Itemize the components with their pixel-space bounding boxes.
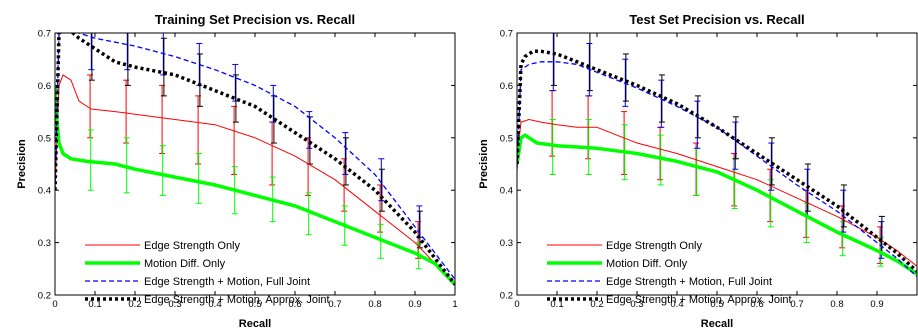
x-tick-label: 0.6 [750,299,763,310]
x-axis-label: Recall [239,318,271,330]
x-tick-label: 0.2 [590,299,603,310]
y-tick-label: 0.6 [500,81,513,92]
y-axis-label: Precision [16,139,28,189]
y-tick-label: 0.7 [38,29,51,40]
x-tick-label: 0.5 [248,299,261,310]
x-tick-label: 0.2 [128,299,141,310]
x-tick-label: 0.9 [870,299,883,310]
y-tick-label: 0.4 [500,186,513,197]
x-tick-label: 1 [452,299,457,310]
x-tick-label: 0.8 [368,299,381,310]
chart-title: Test Set Precision vs. Recall [629,12,804,27]
x-tick-label: 0.6 [288,299,301,310]
y-tick-label: 0.3 [38,238,51,249]
legend-label: Edge Strength Only [606,240,703,252]
legend: Edge Strength Only Motion Diff. Only Edge … [547,240,792,306]
legend: Edge Strength Only Motion Diff. Only Edge … [85,240,330,306]
series-line-1 [517,133,917,276]
y-tick-label: 0.7 [500,29,513,40]
x-axis-label: Recall [701,318,733,330]
series-line-3 [55,33,455,286]
legend-label: Edge Strength Only [144,240,241,252]
x-tick-label: 0.4 [208,299,221,310]
series-line-0 [517,119,917,267]
legend-label: Edge Strength + Motion, Approx. Joint [144,294,330,306]
chart-title: Training Set Precision vs. Recall [155,12,355,27]
legend-label: Motion Diff. Only [606,258,688,270]
legend-label: Edge Strength + Motion, Full Joint [606,276,772,288]
x-tick-label: 0.4 [670,299,683,310]
chart-panel-1: Test Set Precision vs. Recall Recall Preci… [478,12,918,330]
x-tick-label: 0 [514,299,519,310]
x-tick-label: 0 [52,299,57,310]
legend-label: Edge Strength + Motion, Full Joint [144,276,310,288]
chart-panel-0: Training Set Precision vs. Recall Recall P… [16,12,458,330]
legend-label: Motion Diff. Only [144,258,226,270]
x-tick-label: 0.7 [790,299,803,310]
series-line-2 [517,61,917,278]
x-tick-label: 0.1 [550,299,563,310]
x-tick-label: 0.7 [328,299,341,310]
x-tick-label: 0.9 [408,299,421,310]
series-line-3 [517,49,917,273]
y-tick-label: 0.5 [38,133,51,144]
y-tick-label: 0.2 [38,291,51,302]
y-tick-label: 0.6 [38,81,51,92]
y-axis-label: Precision [478,139,490,189]
y-tick-label: 0.4 [38,186,51,197]
x-tick-label: 0.8 [830,299,843,310]
legend-label: Edge Strength + Motion, Approx. Joint [606,294,792,306]
plot-area [55,33,455,286]
series-line-0 [55,74,455,285]
series-line-1 [55,85,455,286]
x-tick-label: 0.1 [88,299,101,310]
y-tick-label: 0.3 [500,238,513,249]
y-tick-label: 0.2 [500,291,513,302]
axes-box [516,32,918,296]
axes-box [54,32,456,296]
y-tick-label: 0.5 [500,133,513,144]
x-tick-label: 0.3 [168,299,181,310]
x-tick-label: 0.5 [710,299,723,310]
x-tick-label: 0.3 [630,299,643,310]
series-line-2 [55,33,455,280]
plot-area [517,33,917,278]
